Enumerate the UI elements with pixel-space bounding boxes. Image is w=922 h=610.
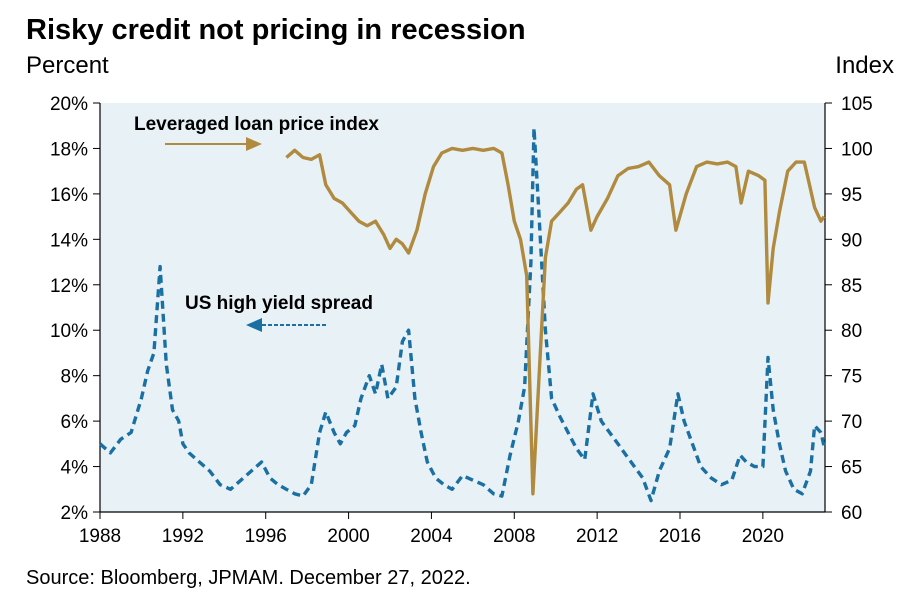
left-tick-label: 10% — [50, 321, 88, 342]
right-tick-label: 90 — [841, 230, 862, 251]
right-tick-label: 105 — [841, 94, 873, 115]
high-yield-spread-line — [98, 126, 826, 503]
right-axis-unit: Index — [835, 52, 894, 79]
source-note: Source: Bloomberg, JPMAM. December 27, 2… — [26, 567, 471, 589]
left-tick-label: 18% — [50, 139, 88, 160]
right-tick-label: 85 — [841, 276, 862, 297]
leveraged-loan-line — [285, 146, 826, 496]
loan-arrow-head — [246, 137, 262, 151]
x-tick-label: 2012 — [576, 526, 618, 547]
right-tick-label: 60 — [841, 503, 862, 524]
left-tick-label: 2% — [61, 503, 89, 524]
right-tick-label: 75 — [841, 367, 862, 388]
spread-annotation-label: US high yield spread — [185, 293, 373, 314]
left-tick-label: 14% — [50, 230, 88, 251]
left-tick-label: 4% — [61, 458, 89, 479]
right-tick-label: 80 — [841, 321, 862, 342]
left-tick-label: 20% — [50, 94, 88, 115]
plot-area — [100, 103, 825, 512]
page-title: Risky credit not pricing in recession — [26, 14, 526, 46]
right-tick-label: 95 — [841, 185, 862, 206]
left-tick-label: 16% — [50, 185, 88, 206]
left-axis-unit: Percent — [26, 52, 109, 79]
x-tick-label: 1992 — [162, 526, 204, 547]
right-tick-label: 100 — [841, 139, 873, 160]
left-tick-label: 6% — [61, 412, 89, 433]
left-tick-label: 12% — [50, 276, 88, 297]
right-tick-label: 65 — [841, 458, 862, 479]
x-tick-label: 2008 — [493, 526, 535, 547]
x-tick-label: 2000 — [327, 526, 369, 547]
loan-annotation-label: Leveraged loan price index — [134, 114, 379, 135]
x-tick-label: 2004 — [410, 526, 453, 547]
spread-arrow-head — [246, 318, 262, 332]
x-tick-label: 1988 — [79, 526, 121, 547]
right-tick-label: 70 — [841, 412, 862, 433]
x-tick-label: 2016 — [659, 526, 701, 547]
left-tick-label: 8% — [61, 367, 89, 388]
x-tick-label: 2020 — [742, 526, 784, 547]
x-tick-label: 1996 — [245, 526, 287, 547]
